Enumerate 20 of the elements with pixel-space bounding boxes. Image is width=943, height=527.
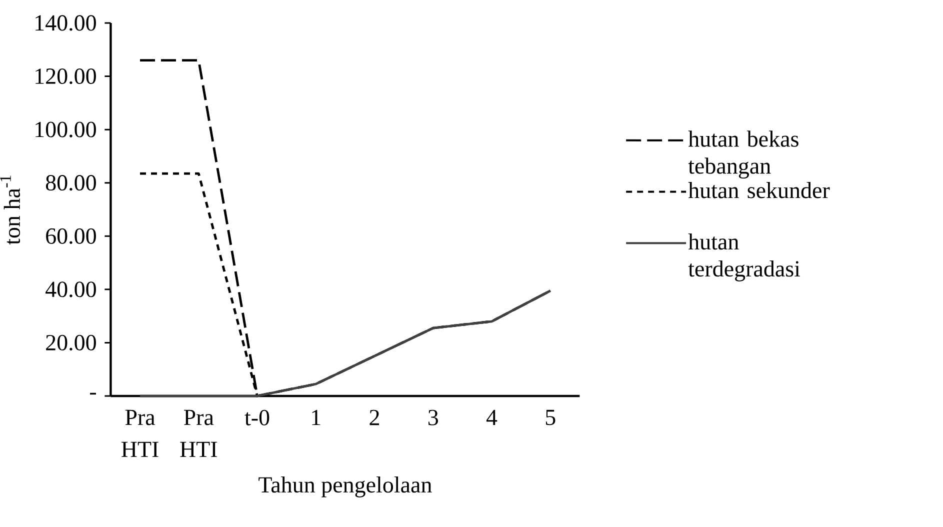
y-tick-label: - bbox=[90, 392, 96, 395]
x-tick-label: Pra HTI bbox=[122, 410, 158, 457]
x-tick-label: 3 bbox=[428, 410, 438, 426]
x-tick-label: 1 bbox=[312, 410, 320, 426]
y-axis-title: ton ha$^{-1}$ bbox=[0, 176, 20, 245]
x-tick-label: t-0 bbox=[244, 410, 270, 426]
legend-label: hutan terdegradasi bbox=[688, 233, 800, 282]
x-tick-label: 2 bbox=[370, 410, 379, 426]
y-tick-label: 100.00 bbox=[36, 122, 96, 138]
y-tick-label: 60.00 bbox=[46, 228, 96, 244]
y-tick-label: 140.00 bbox=[36, 15, 96, 31]
x-tick-label: 5 bbox=[546, 410, 556, 426]
legend-label: hutan sekunder bbox=[688, 182, 830, 198]
x-axis-title: Tahun pengelolaan bbox=[258, 476, 432, 498]
y-tick-label: 120.00 bbox=[36, 68, 96, 84]
y-tick-label: 40.00 bbox=[46, 282, 96, 298]
y-tick-label: 80.00 bbox=[46, 175, 96, 191]
x-tick-label: 4 bbox=[486, 410, 498, 425]
y-tick-label: 20.00 bbox=[46, 334, 96, 351]
x-tick-label: Pra HTI bbox=[180, 410, 217, 457]
